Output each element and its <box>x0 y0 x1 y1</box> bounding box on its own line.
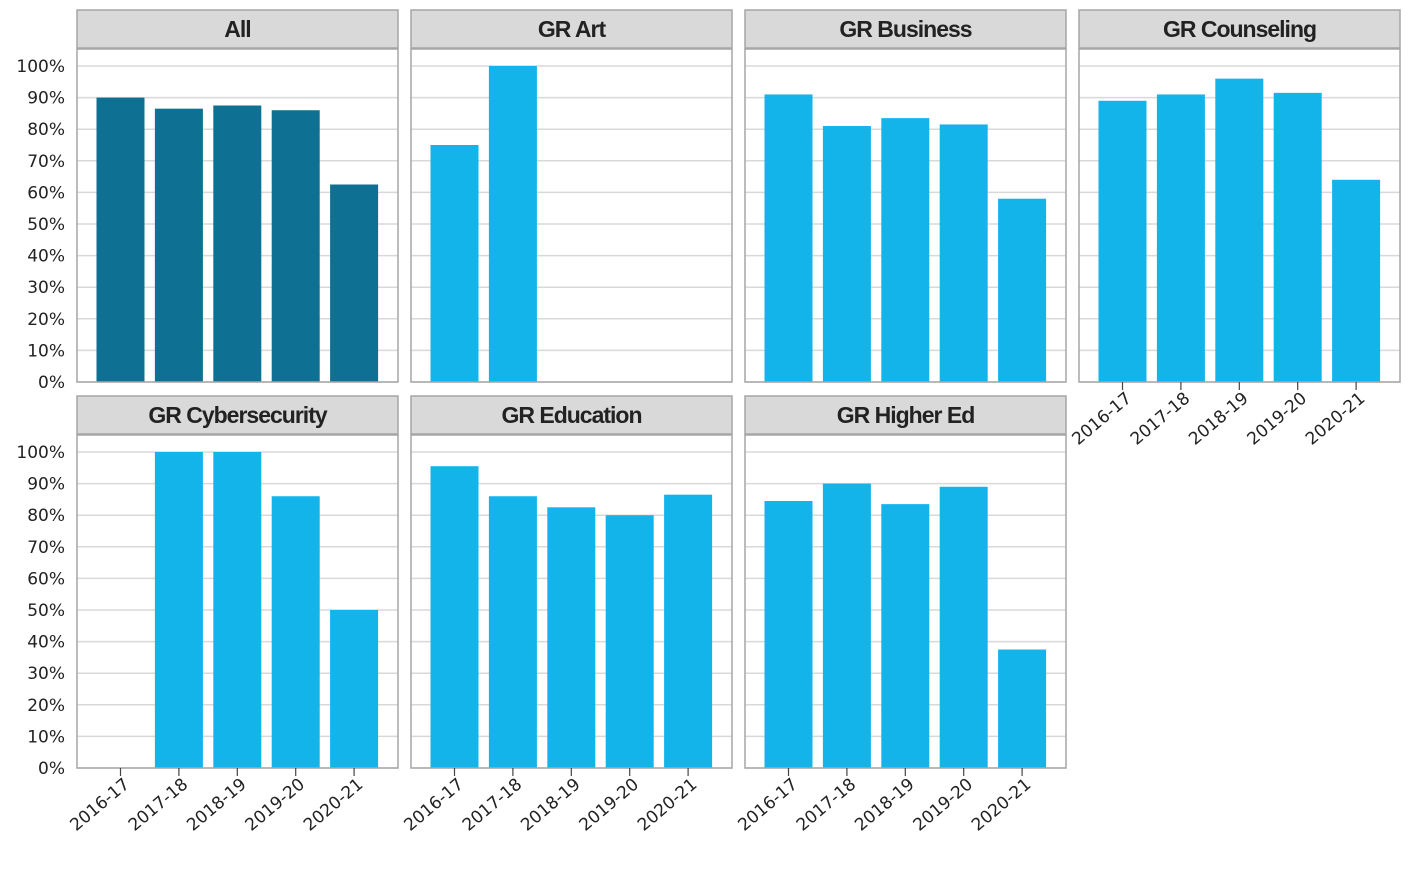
panel-all: All 0% 10% 20% 30% 40% 50% 60% 70% 80% 90% 100% <box>16 9 399 393</box>
bar <box>430 145 479 382</box>
panel-header <box>744 395 1067 435</box>
bar <box>271 496 320 768</box>
plot-border <box>744 48 1067 383</box>
panel-gr-education: GR Education 2016-172017-182018-192019-20… <box>400 395 733 836</box>
plot-border <box>76 48 399 383</box>
x-tick-label: 2018-19 <box>851 775 918 836</box>
x-tick-label: 2020-21 <box>300 775 367 836</box>
bar <box>488 66 537 382</box>
y-tick-label: 0% <box>38 373 65 393</box>
bar <box>1098 100 1147 382</box>
panel-title: GR Business <box>839 16 971 42</box>
panel-title: GR Cybersecurity <box>148 402 328 428</box>
panel-gr-art: GR Art <box>410 9 733 383</box>
bar <box>939 124 988 383</box>
x-tick-label: 2018-19 <box>517 775 584 836</box>
panel-title: GR Art <box>538 16 607 42</box>
bar <box>213 105 262 382</box>
bar <box>330 184 379 382</box>
y-tick-label: 100% <box>16 57 65 77</box>
bar <box>939 486 988 768</box>
bar <box>1156 94 1205 382</box>
panel-gr-business: GR Business <box>744 9 1067 383</box>
x-tick-label: 2020-21 <box>634 775 701 836</box>
y-tick-label: 90% <box>27 475 65 495</box>
y-tick-label: 40% <box>27 247 65 267</box>
y-tick-label: 50% <box>27 215 65 235</box>
panel-header <box>76 395 399 435</box>
bar <box>1215 78 1264 382</box>
bar <box>822 483 871 768</box>
y-tick-label: 60% <box>27 183 65 203</box>
bar <box>488 496 537 768</box>
bar <box>998 198 1047 382</box>
y-tick-label: 40% <box>27 633 65 653</box>
x-tick-label: 2018-19 <box>1185 389 1252 450</box>
y-tick-label: 80% <box>27 506 65 526</box>
x-tick-label: 2016-17 <box>734 775 801 836</box>
bar <box>605 515 654 768</box>
bar <box>430 466 479 768</box>
panel-title: GR Education <box>501 402 641 428</box>
y-tick-label: 30% <box>27 278 65 298</box>
panel-header <box>744 9 1067 49</box>
bar <box>154 108 203 382</box>
bar <box>764 94 813 382</box>
bar <box>330 610 379 768</box>
y-tick-label: 50% <box>27 601 65 621</box>
x-tick-label: 2019-20 <box>910 775 977 836</box>
x-tick-label: 2020-21 <box>1302 389 1369 450</box>
x-tick-label: 2020-21 <box>968 775 1035 836</box>
bar <box>664 494 713 768</box>
bar <box>1273 92 1322 383</box>
bar <box>881 504 930 768</box>
bar <box>998 649 1047 768</box>
panel-title: GR Higher Ed <box>837 402 975 428</box>
y-tick-label: 60% <box>27 569 65 589</box>
bar <box>822 126 871 382</box>
panel-header <box>410 395 733 435</box>
bar <box>1332 179 1381 382</box>
y-tick-label: 70% <box>27 152 65 172</box>
panel-gr-cybersecurity: GR Cybersecurity 0% 10% 20% 30% 40% 50% 60% 70% 8… <box>16 395 399 836</box>
y-tick-label: 90% <box>27 89 65 109</box>
bar <box>271 110 320 383</box>
x-tick-label: 2019-20 <box>576 775 643 836</box>
x-tick-label: 2018-19 <box>183 775 250 836</box>
y-tick-label: 20% <box>27 696 65 716</box>
panel-header <box>410 9 733 49</box>
bar <box>154 452 203 768</box>
panel-header <box>76 9 399 49</box>
x-tick-label: 2016-17 <box>1068 389 1135 450</box>
x-tick-label: 2019-20 <box>1244 389 1311 450</box>
y-tick-label: 10% <box>27 341 65 361</box>
x-tick-label: 2016-17 <box>400 775 467 836</box>
y-tick-label: 30% <box>27 664 65 684</box>
y-tick-label: 0% <box>38 759 65 779</box>
y-tick-label: 20% <box>27 310 65 330</box>
x-tick-label: 2016-17 <box>66 775 133 836</box>
panel-gr-higher-ed: GR Higher Ed 2016-172017-182018-192019-20… <box>734 395 1067 836</box>
bar <box>213 452 262 768</box>
x-tick-label: 2017-18 <box>125 775 192 836</box>
bar <box>764 500 813 768</box>
x-tick-label: 2019-20 <box>242 775 309 836</box>
bar <box>96 97 145 382</box>
panel-title: GR Counseling <box>1163 16 1316 42</box>
bar <box>881 118 930 382</box>
y-tick-label: 10% <box>27 727 65 747</box>
plot-border <box>410 48 733 383</box>
y-tick-label: 100% <box>16 443 65 463</box>
panel-header <box>1078 9 1401 49</box>
panel-gr-counseling: GR Counseling 2016-172017-182018-192019-2… <box>1068 9 1401 450</box>
panel-title: All <box>224 16 250 42</box>
x-tick-label: 2017-18 <box>459 775 526 836</box>
x-tick-label: 2017-18 <box>1127 389 1194 450</box>
y-tick-label: 70% <box>27 538 65 558</box>
y-tick-label: 80% <box>27 120 65 140</box>
x-tick-label: 2017-18 <box>793 775 860 836</box>
bar <box>547 507 596 768</box>
